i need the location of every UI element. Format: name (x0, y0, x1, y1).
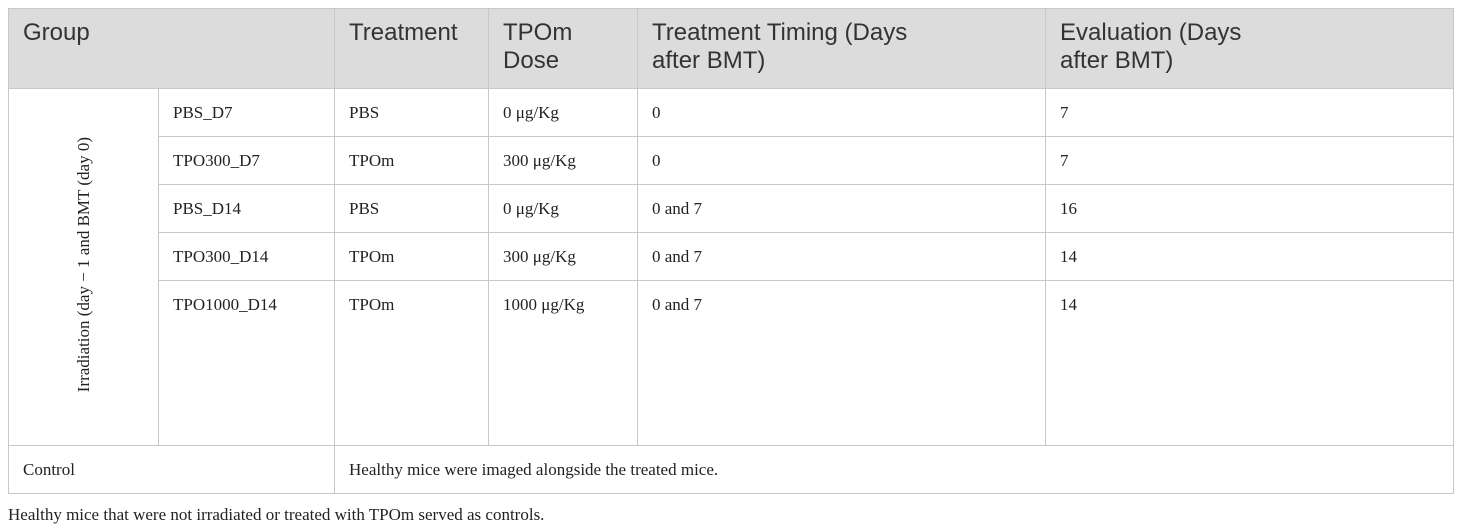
header-text: Evaluation (Days after BMT) (1060, 19, 1242, 74)
cell: 0 and 7 (637, 232, 1047, 281)
cell: TPO300_D14 (157, 232, 336, 281)
cell: TPOm (334, 232, 490, 281)
control-row: Control Healthy mice were imaged alongsid… (7, 445, 1455, 494)
table-row: PBS_D14 PBS 0 μg/Kg 0 and 7 16 (9, 184, 1455, 233)
cell: TPO300_D7 (157, 136, 336, 185)
cell: 14 (1045, 280, 1455, 446)
cell: 0 (637, 88, 1047, 137)
header-cell: TPOm Dose (488, 8, 639, 89)
cell: TPOm (334, 136, 490, 185)
cell: PBS (334, 184, 490, 233)
cell: 0 μg/Kg (488, 88, 639, 137)
table: Group Treatment TPOm Dose Treatment Timi… (7, 8, 1455, 494)
cell: Control (7, 445, 336, 494)
cell: PBS_D7 (157, 88, 336, 137)
cell: 1000 μg/Kg (488, 280, 639, 446)
header-cell: Group (7, 8, 336, 89)
header-cell: Treatment (334, 8, 490, 89)
cell: 16 (1045, 184, 1455, 233)
cell: 0 μg/Kg (488, 184, 639, 233)
cell: PBS (334, 88, 490, 137)
cell: 14 (1045, 232, 1455, 281)
cell: 300 μg/Kg (488, 136, 639, 185)
cell: 7 (1045, 88, 1455, 137)
header-cell: Evaluation (Days after BMT) (1045, 8, 1455, 89)
cell: 7 (1045, 136, 1455, 185)
table-body: Irradiation (day − 1 and BMT (day 0) PBS_… (7, 88, 1455, 494)
cell: 0 (637, 136, 1047, 185)
group-cell: Irradiation (day − 1 and BMT (day 0) (8, 88, 159, 446)
footnote: Healthy mice that were not irradiated or… (8, 505, 545, 524)
table-row: TPO300_D14 TPOm 300 μg/Kg 0 and 7 14 (9, 232, 1455, 281)
header-cell: Treatment Timing (Days after BMT) (637, 8, 1047, 89)
header-row: Group Treatment TPOm Dose Treatment Timi… (7, 8, 1455, 89)
table-row: TPO300_D7 TPOm 300 μg/Kg 0 7 (9, 136, 1455, 185)
cell: 0 and 7 (637, 280, 1047, 446)
cell: PBS_D14 (157, 184, 336, 233)
header-text: Treatment Timing (Days after BMT) (652, 19, 908, 74)
group-label: Irradiation (day − 1 and BMT (day 0) (73, 136, 93, 393)
cell: 300 μg/Kg (488, 232, 639, 281)
cell: 0 and 7 (637, 184, 1047, 233)
table-row: Irradiation (day − 1 and BMT (day 0) PBS_… (8, 88, 1455, 446)
cell: TPO1000_D14 (157, 280, 336, 446)
table-row: TPO1000_D14 TPOm 1000 μg/Kg 0 and 7 14 (9, 280, 1455, 446)
cell: Healthy mice were imaged alongside the t… (334, 445, 1455, 494)
cell: TPOm (334, 280, 490, 446)
